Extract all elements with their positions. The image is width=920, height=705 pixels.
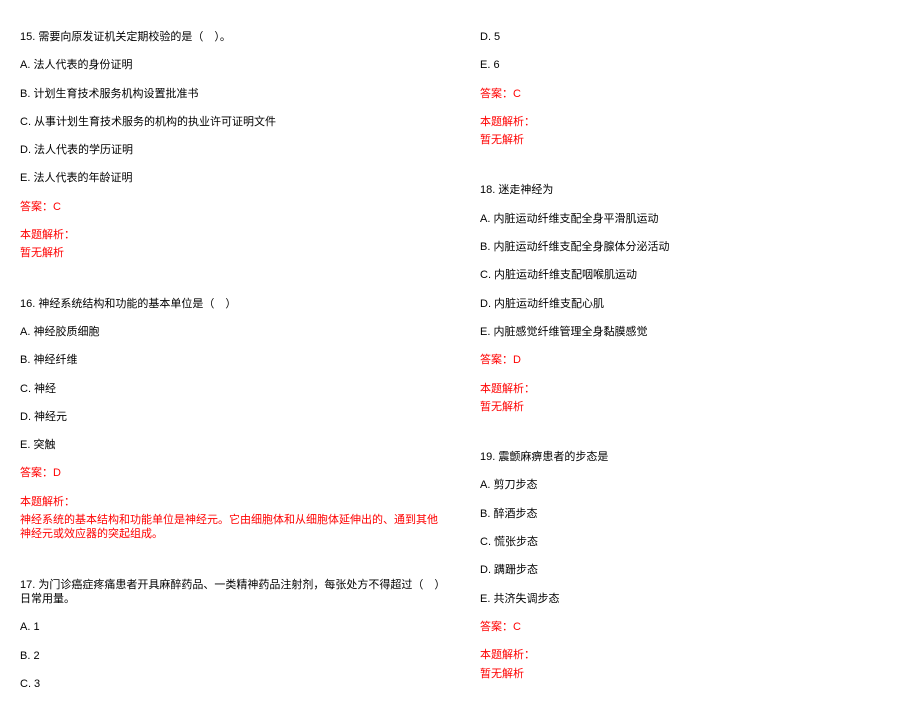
- q17-analysis-text: 暂无解析: [480, 133, 900, 147]
- q19-answer: 答案：C: [480, 620, 900, 634]
- q19-opt-e: E. 共济失调步态: [480, 592, 900, 606]
- q16-opt-b: B. 神经纤维: [20, 353, 440, 367]
- q18-opt-d: D. 内脏运动纤维支配心肌: [480, 297, 900, 311]
- q18-opt-e: E. 内脏感觉纤维管理全身黏膜感觉: [480, 325, 900, 339]
- q17-answer: 答案：C: [480, 87, 900, 101]
- q19-opt-a: A. 剪刀步态: [480, 478, 900, 492]
- q19-opt-d: D. 蹒跚步态: [480, 563, 900, 577]
- q16-analysis-text: 神经系统的基本结构和功能单位是神经元。它由细胞体和从细胞体延伸出的、通到其他神经…: [20, 513, 440, 542]
- q15-opt-c: C. 从事计划生育技术服务的机构的执业许可证明文件: [20, 115, 440, 129]
- q15-answer: 答案：C: [20, 200, 440, 214]
- q17-stem: 17. 为门诊癌症疼痛患者开具麻醉药品、一类精神药品注射剂，每张处方不得超过（ …: [20, 578, 440, 607]
- q15-opt-a: A. 法人代表的身份证明: [20, 58, 440, 72]
- q16-opt-c: C. 神经: [20, 382, 440, 396]
- q16-analysis-label: 本题解析：: [20, 495, 440, 509]
- columns-container: 15. 需要向原发证机关定期校验的是（ ）。 A. 法人代表的身份证明 B. 计…: [20, 30, 900, 705]
- q19-stem: 19. 震颤麻痹患者的步态是: [480, 450, 900, 464]
- q15-analysis-label: 本题解析：: [20, 228, 440, 242]
- q16-opt-a: A. 神经胶质细胞: [20, 325, 440, 339]
- q15-opt-b: B. 计划生育技术服务机构设置批准书: [20, 87, 440, 101]
- q16-stem: 16. 神经系统结构和功能的基本单位是（ ）: [20, 297, 440, 311]
- left-column: 15. 需要向原发证机关定期校验的是（ ）。 A. 法人代表的身份证明 B. 计…: [20, 30, 440, 705]
- q15-opt-d: D. 法人代表的学历证明: [20, 143, 440, 157]
- q15-stem: 15. 需要向原发证机关定期校验的是（ ）。: [20, 30, 440, 44]
- q18-opt-b: B. 内脏运动纤维支配全身腺体分泌活动: [480, 240, 900, 254]
- q18-stem: 18. 迷走神经为: [480, 183, 900, 197]
- q17-analysis-label: 本题解析：: [480, 115, 900, 129]
- q19-analysis-text: 暂无解析: [480, 667, 900, 681]
- q15-opt-e: E. 法人代表的年龄证明: [20, 171, 440, 185]
- q17-opt-d: D. 5: [480, 30, 900, 44]
- q18-answer: 答案：D: [480, 353, 900, 367]
- q17-opt-c: C. 3: [20, 677, 440, 691]
- q19-analysis-label: 本题解析：: [480, 648, 900, 662]
- q18-analysis-text: 暂无解析: [480, 400, 900, 414]
- q16-answer: 答案：D: [20, 466, 440, 480]
- q19-opt-c: C. 慌张步态: [480, 535, 900, 549]
- q15-analysis-text: 暂无解析: [20, 246, 440, 260]
- q16-opt-e: E. 突触: [20, 438, 440, 452]
- q17-opt-a: A. 1: [20, 620, 440, 634]
- right-column: D. 5 E. 6 答案：C 本题解析： 暂无解析 18. 迷走神经为 A. 内…: [480, 30, 900, 705]
- q16-opt-d: D. 神经元: [20, 410, 440, 424]
- q18-analysis-label: 本题解析：: [480, 382, 900, 396]
- q19-opt-b: B. 醉酒步态: [480, 507, 900, 521]
- q17-opt-e: E. 6: [480, 58, 900, 72]
- q18-opt-c: C. 内脏运动纤维支配咽喉肌运动: [480, 268, 900, 282]
- q18-opt-a: A. 内脏运动纤维支配全身平滑肌运动: [480, 212, 900, 226]
